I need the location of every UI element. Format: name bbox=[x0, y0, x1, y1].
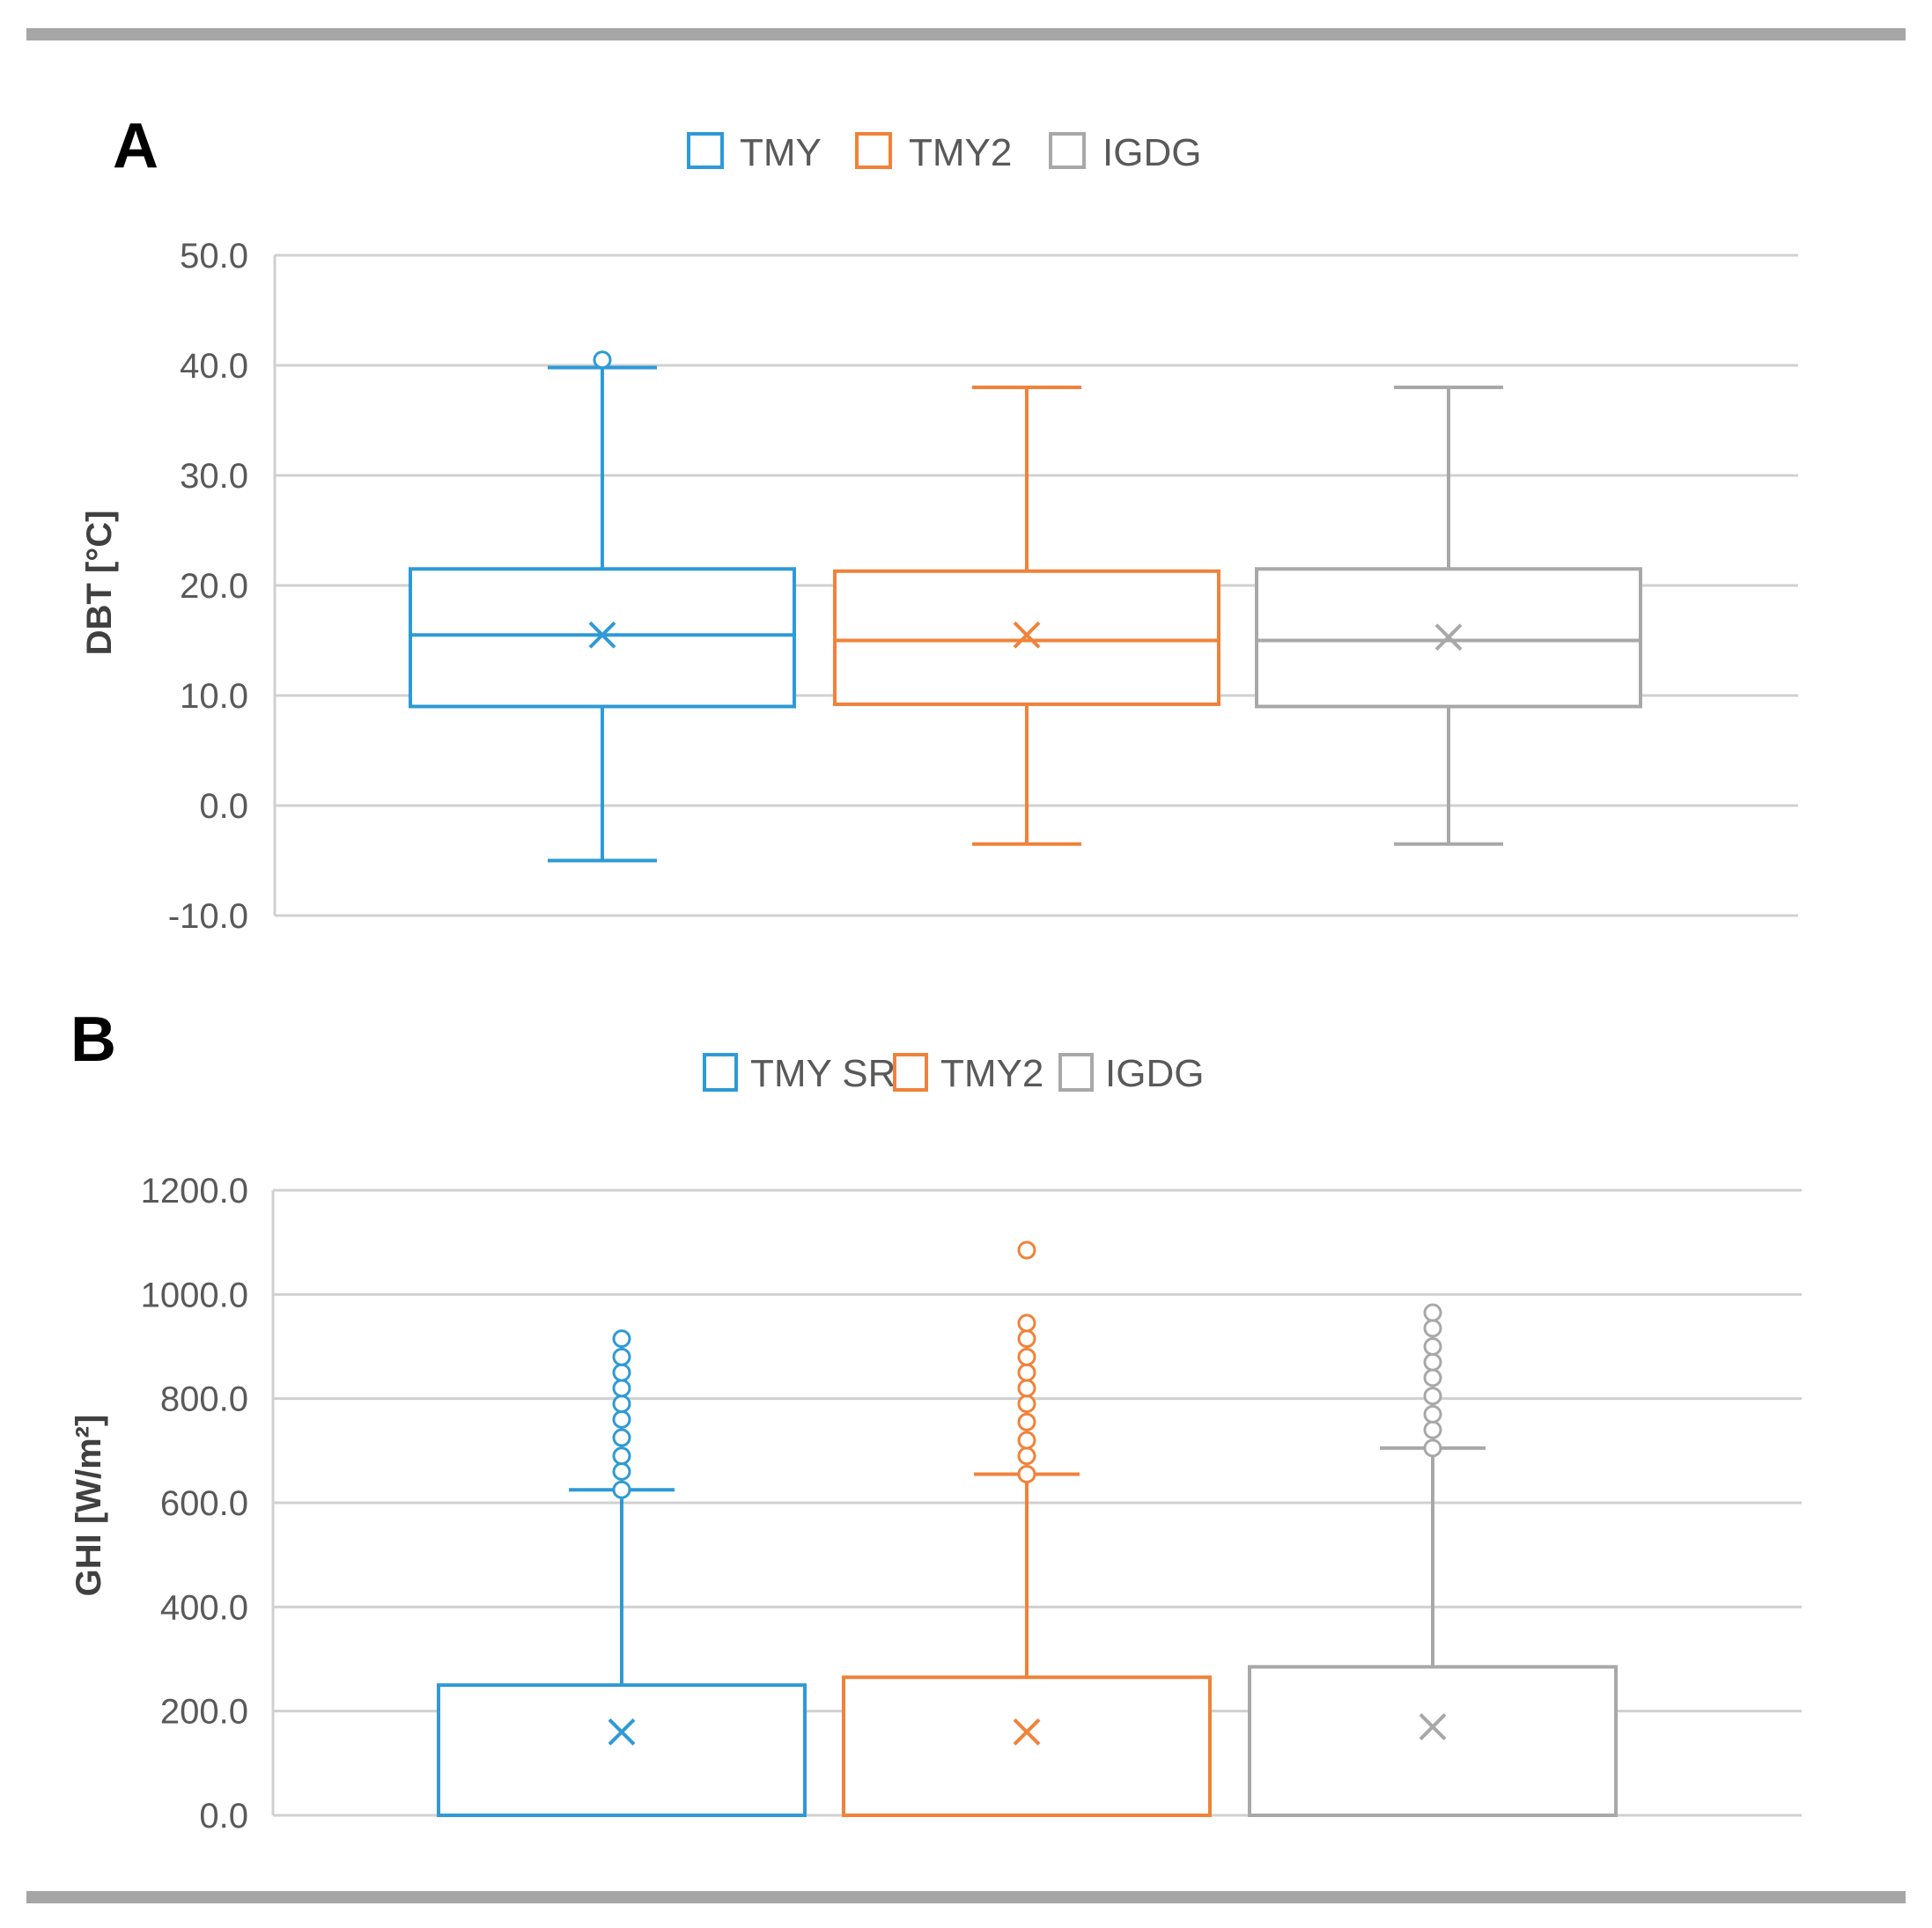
outlier-point bbox=[1017, 1431, 1036, 1450]
box-tmy2 bbox=[833, 386, 1220, 846]
legend-label-igdg-b: IGDG bbox=[1105, 1052, 1204, 1095]
panel-a-y-axis-label: DBT [°C] bbox=[80, 511, 119, 656]
y-tick-label: 50.0 bbox=[180, 237, 248, 276]
legend-swatch-tmy-sr bbox=[703, 1053, 738, 1092]
mean-marker bbox=[588, 621, 616, 649]
outlier-point bbox=[1423, 1439, 1442, 1458]
panel-a-gridlines bbox=[273, 254, 1798, 917]
legend-label-tmy2-b: TMY2 bbox=[940, 1052, 1043, 1095]
top-rule bbox=[26, 28, 1906, 40]
outlier-point bbox=[1423, 1404, 1442, 1424]
outlier-point bbox=[1017, 1412, 1036, 1431]
outlier-point bbox=[1017, 1464, 1036, 1483]
y-tick-label: 800.0 bbox=[160, 1380, 248, 1419]
outlier-point bbox=[612, 1428, 631, 1447]
outlier-point bbox=[1423, 1303, 1442, 1322]
outlier-point bbox=[1017, 1329, 1036, 1349]
box-tmy-sr bbox=[437, 1329, 807, 1818]
y-tick-label: 30.0 bbox=[180, 457, 248, 496]
outlier-point bbox=[1423, 1368, 1442, 1387]
outlier-point bbox=[1017, 1394, 1036, 1414]
iqr-box bbox=[833, 569, 1220, 706]
panel-b-y-tick-labels: 0.0 200.0 400.0 600.0 800.0 1000.0 1200.0 bbox=[141, 1172, 248, 1836]
outlier-point bbox=[612, 1329, 631, 1349]
y-tick-label: -10.0 bbox=[168, 897, 248, 936]
mean-marker bbox=[1013, 1718, 1041, 1746]
legend-swatch-igdg-b bbox=[1058, 1053, 1094, 1092]
legend-label-tmy2: TMY2 bbox=[909, 131, 1012, 174]
outlier-point bbox=[612, 1446, 631, 1466]
outlier-point bbox=[1423, 1387, 1442, 1406]
y-tick-label: 1200.0 bbox=[141, 1172, 248, 1211]
y-tick-label: 600.0 bbox=[160, 1484, 248, 1523]
box-igdg bbox=[1248, 1303, 1618, 1817]
panel-b-legend: TMY SR TMY2 IGDG bbox=[703, 1052, 1204, 1095]
legend-swatch-tmy2-b bbox=[893, 1053, 928, 1092]
mean-marker bbox=[608, 1718, 636, 1746]
outlier-point bbox=[612, 1462, 631, 1481]
iqr-box bbox=[1248, 1665, 1618, 1817]
outlier-point bbox=[1423, 1337, 1442, 1356]
iqr-box bbox=[409, 567, 796, 709]
legend-swatch-tmy bbox=[687, 132, 724, 169]
y-tick-label: 10.0 bbox=[180, 677, 248, 716]
y-tick-label: 40.0 bbox=[180, 347, 248, 386]
outlier-point bbox=[612, 1347, 631, 1366]
iqr-box bbox=[437, 1683, 807, 1818]
legend-label-tmy-sr: TMY SR bbox=[750, 1052, 896, 1095]
panel-a-legend: TMY TMY2 IGDG bbox=[687, 131, 1201, 174]
outlier-point bbox=[612, 1379, 631, 1398]
outlier-point bbox=[612, 1480, 631, 1499]
legend-label-tmy: TMY bbox=[740, 131, 822, 174]
bottom-rule bbox=[26, 1891, 1906, 1903]
panel-b-boxes bbox=[437, 1240, 1618, 1818]
outlier-point bbox=[612, 1363, 631, 1382]
outlier-point bbox=[1017, 1379, 1036, 1398]
outlier-point bbox=[593, 350, 612, 370]
outlier-point bbox=[1017, 1446, 1036, 1466]
outlier-point bbox=[1423, 1420, 1442, 1439]
outlier-point bbox=[1017, 1347, 1036, 1366]
y-tick-label: 0.0 bbox=[199, 1797, 248, 1836]
outlier-point bbox=[612, 1394, 631, 1414]
outlier-point bbox=[1017, 1314, 1036, 1333]
legend-label-igdg: IGDG bbox=[1102, 131, 1201, 174]
y-tick-label: 0.0 bbox=[199, 787, 248, 826]
panel-a-y-tick-labels: -10.0 0.0 10.0 20.0 30.0 40.0 50.0 bbox=[168, 237, 248, 936]
mean-marker bbox=[1013, 621, 1041, 649]
panel-a-label: A bbox=[113, 111, 159, 181]
y-tick-label: 200.0 bbox=[160, 1693, 248, 1732]
panel-b-chart: B TMY SR TMY2 IGDG GHI [W/m²] 0.0 200.0 40… bbox=[70, 1004, 1802, 1836]
panel-a-chart: A TMY TMY2 IGDG DBT [°C] -10.0 0.0 10.0 20.… bbox=[80, 111, 1798, 936]
panel-b-label: B bbox=[70, 1004, 116, 1075]
mean-marker bbox=[1419, 1713, 1447, 1740]
mean-marker bbox=[1434, 623, 1463, 651]
outlier-point bbox=[1017, 1363, 1036, 1382]
iqr-box bbox=[842, 1675, 1212, 1818]
y-tick-label: 400.0 bbox=[160, 1588, 248, 1627]
outlier-point bbox=[1423, 1319, 1442, 1338]
box-igdg bbox=[1255, 386, 1642, 846]
box-tmy bbox=[409, 350, 796, 863]
y-tick-label: 1000.0 bbox=[141, 1276, 248, 1314]
panel-b-y-axis-label: GHI [W/m²] bbox=[70, 1415, 108, 1597]
box-tmy2 bbox=[842, 1240, 1212, 1818]
y-tick-label: 20.0 bbox=[180, 567, 248, 606]
legend-swatch-tmy2 bbox=[855, 132, 892, 169]
legend-swatch-igdg bbox=[1049, 132, 1086, 169]
panel-a-boxes bbox=[409, 350, 1642, 863]
outlier-point bbox=[1017, 1240, 1036, 1260]
outlier-point bbox=[612, 1409, 631, 1429]
outlier-point bbox=[1423, 1352, 1442, 1372]
